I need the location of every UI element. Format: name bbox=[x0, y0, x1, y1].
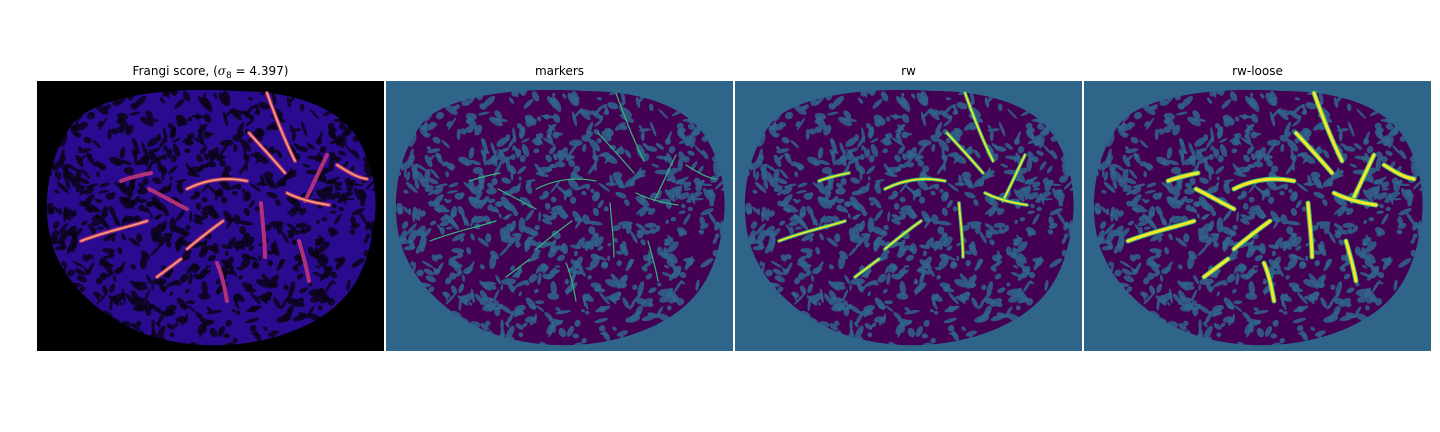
vessel-segment bbox=[535, 178, 597, 190]
rw-vessels bbox=[777, 91, 1029, 279]
vessel-segment bbox=[635, 192, 679, 206]
vessel-segment bbox=[259, 201, 267, 259]
vessel-segment bbox=[647, 240, 659, 282]
title-prefix: Frangi score, ( bbox=[132, 64, 218, 78]
vessel-segment bbox=[615, 92, 645, 162]
vessel-segment bbox=[266, 92, 296, 162]
vessel-segment bbox=[884, 220, 922, 250]
vessel-segment bbox=[1262, 261, 1276, 303]
vessel-segment bbox=[778, 220, 846, 242]
vessel-segment bbox=[248, 132, 286, 174]
vessel-segment bbox=[80, 220, 148, 242]
rw-loose-vessels bbox=[1125, 90, 1417, 304]
vessel-segment bbox=[186, 220, 224, 250]
frangi-panel: Frangi score, (σ8 = 4.397) bbox=[37, 61, 384, 351]
vessel-segment bbox=[884, 178, 946, 190]
rw-image bbox=[735, 81, 1082, 351]
marker-lines bbox=[429, 92, 717, 302]
vessel-segment bbox=[286, 192, 330, 206]
vessel-segment bbox=[958, 202, 964, 258]
vessel-segment bbox=[215, 261, 229, 303]
vessel-segment bbox=[1202, 257, 1230, 279]
vessel-segment bbox=[535, 220, 573, 250]
vessel-segment bbox=[1294, 131, 1334, 175]
vessel-segment bbox=[1312, 91, 1344, 163]
vessel-segment bbox=[685, 164, 717, 180]
vessel-segment bbox=[946, 132, 984, 174]
vessel-segment bbox=[505, 258, 531, 278]
vessel-segment bbox=[1332, 191, 1378, 207]
vessel-segment bbox=[609, 202, 615, 258]
markers-panel-title: markers bbox=[534, 64, 585, 78]
vessel-segment bbox=[1306, 201, 1314, 259]
title-suffix: = 4.397) bbox=[231, 64, 289, 78]
rw-panel: rw bbox=[735, 61, 1082, 351]
rw-loose-image bbox=[1084, 81, 1431, 351]
outside-mask bbox=[1084, 81, 1431, 351]
frangi-image bbox=[37, 81, 384, 351]
outside-mask bbox=[386, 81, 733, 351]
vessel-segment bbox=[186, 178, 248, 190]
markers-panel: markers bbox=[386, 61, 733, 351]
vessel-segment bbox=[147, 187, 189, 211]
vessel-segment bbox=[303, 153, 329, 203]
vessel-segment bbox=[297, 239, 311, 283]
vessel-segment bbox=[565, 262, 577, 302]
title-sigma-subscript: 8 bbox=[226, 71, 232, 81]
rw-panel-title: rw bbox=[901, 64, 916, 78]
vessel-segment bbox=[1382, 163, 1416, 181]
vessel-segment bbox=[818, 172, 850, 182]
vessel-segment bbox=[964, 92, 994, 162]
vessel-segment bbox=[119, 171, 153, 183]
frangi-panel-title: Frangi score, (σ8 = 4.397) bbox=[37, 61, 384, 81]
vessel-segment bbox=[1166, 171, 1200, 183]
outside-mask bbox=[37, 81, 384, 351]
vessel-segment bbox=[984, 192, 1028, 206]
vessel-segment bbox=[156, 258, 182, 278]
rw-loose-panel-title: rw-loose bbox=[1232, 64, 1283, 78]
vessel-segment bbox=[1194, 187, 1236, 211]
vessel-segment bbox=[1232, 219, 1272, 251]
vessel-segment bbox=[854, 258, 880, 278]
frangi-vessels-high bbox=[80, 92, 368, 278]
rw-loose-panel: rw-loose bbox=[1084, 61, 1431, 351]
markers-image bbox=[386, 81, 733, 351]
vessel-segment bbox=[1350, 153, 1376, 203]
vessel-segment bbox=[336, 164, 368, 180]
vessel-segment bbox=[1126, 219, 1196, 243]
vessel-segment bbox=[469, 172, 501, 182]
vessel-segment bbox=[1232, 177, 1296, 191]
vessel-segment bbox=[429, 220, 497, 242]
vessel-segment bbox=[1002, 154, 1026, 202]
vessel-segment bbox=[597, 132, 635, 174]
vessel-segment bbox=[1344, 239, 1358, 283]
outside-mask bbox=[735, 81, 1082, 351]
vessel-segment bbox=[653, 154, 677, 202]
title-sigma: σ bbox=[217, 64, 226, 78]
vessel-segment bbox=[497, 188, 537, 210]
